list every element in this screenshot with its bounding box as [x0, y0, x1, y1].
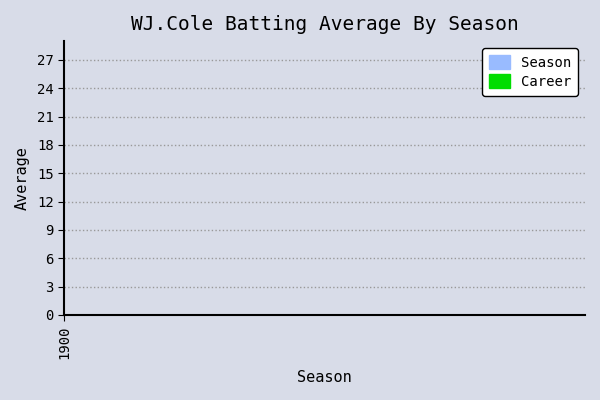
- X-axis label: Season: Season: [297, 370, 352, 385]
- Title: WJ.Cole Batting Average By Season: WJ.Cole Batting Average By Season: [131, 15, 518, 34]
- Y-axis label: Average: Average: [15, 146, 30, 210]
- Legend: Season, Career: Season, Career: [482, 48, 578, 96]
